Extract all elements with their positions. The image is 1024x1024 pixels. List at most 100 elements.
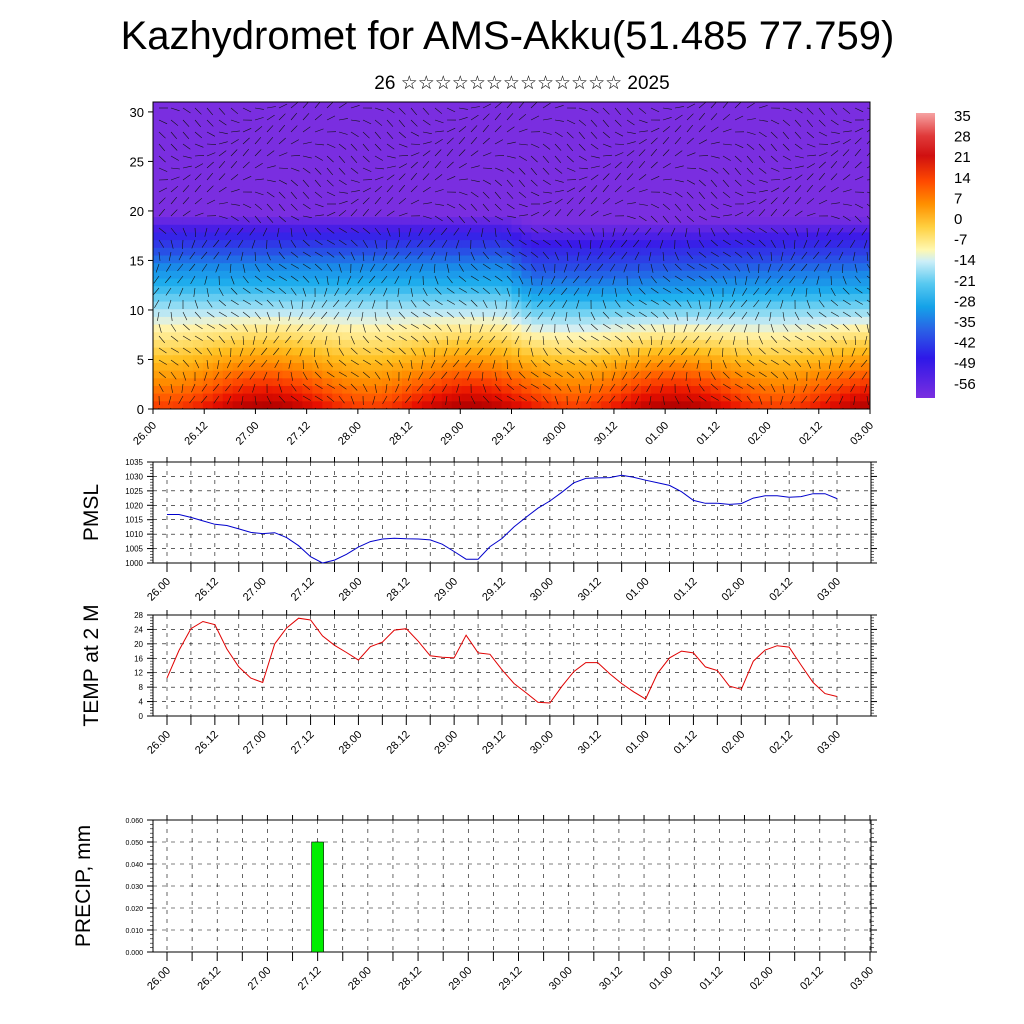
wind-barb — [362, 119, 372, 125]
heatmap-cell — [750, 209, 762, 218]
heatmap-cell — [581, 324, 592, 333]
wind-barb — [482, 113, 490, 121]
wind-barb — [394, 275, 400, 285]
heatmap-cell — [770, 194, 781, 203]
heatmap-cell — [571, 401, 582, 409]
heatmap-cell — [760, 401, 772, 409]
heatmap-cell — [382, 163, 393, 172]
heatmap-cell — [252, 140, 264, 149]
heatmap-cell — [770, 201, 781, 211]
heatmap-cell — [521, 393, 533, 402]
wind-barb — [686, 299, 692, 309]
heatmap-cell — [382, 117, 393, 126]
heatmap-cell — [332, 332, 343, 341]
heatmap-cell — [362, 347, 373, 356]
heatmap-cell — [860, 278, 870, 287]
wind-barb — [710, 395, 719, 401]
wind-barb — [182, 371, 187, 381]
wind-barb — [419, 263, 424, 273]
heatmap-cell — [481, 370, 493, 379]
heatmap-cell — [232, 140, 244, 149]
heatmap-cell — [511, 201, 523, 211]
heatmap-cell — [232, 224, 244, 234]
heatmap-cell — [551, 171, 562, 180]
wind-barb — [578, 209, 586, 217]
wind-barb — [350, 359, 359, 365]
wind-barb — [590, 197, 598, 205]
heatmap-cell — [172, 186, 184, 195]
heatmap-cell — [810, 324, 821, 333]
heatmap-cell — [232, 309, 244, 318]
heatmap-cell — [810, 148, 821, 157]
heatmap-cell — [780, 370, 791, 379]
wind-barb — [686, 113, 694, 121]
heatmap-cell — [312, 339, 323, 349]
wind-barb — [746, 227, 755, 233]
heatmap-cell — [790, 378, 801, 387]
heatmap-cell — [451, 332, 463, 341]
heatmap-cell — [312, 355, 323, 364]
heatmap-cell — [581, 117, 592, 126]
heatmap-cell — [162, 255, 174, 264]
wind-barb — [782, 383, 785, 393]
wind-barb — [338, 371, 347, 377]
heatmap-cell — [680, 109, 692, 118]
wind-barb — [230, 174, 239, 181]
heatmap-cell — [441, 385, 453, 395]
wind-barb — [830, 299, 839, 307]
heatmap-cell — [591, 186, 602, 195]
heatmap-cell — [750, 132, 762, 141]
wind-barb — [338, 200, 348, 205]
heatmap-cell — [272, 217, 284, 226]
wind-barb — [374, 371, 381, 380]
wind-barb — [518, 275, 524, 285]
wind-barb — [482, 251, 490, 260]
heatmap-cell — [830, 163, 841, 172]
wind-barb — [206, 199, 216, 205]
heatmap-cell — [700, 339, 712, 349]
wind-barb — [683, 323, 688, 333]
heatmap-cell — [850, 148, 861, 157]
wind-barb — [758, 359, 767, 365]
heatmap-cell — [700, 278, 712, 287]
heatmap-cell — [411, 186, 423, 195]
heatmap-cell — [621, 332, 632, 341]
heatmap-cell — [182, 125, 194, 134]
wind-barb — [230, 287, 238, 295]
heatmap-cell — [441, 324, 453, 333]
heatmap-cell — [232, 339, 244, 349]
wind-barb — [698, 112, 706, 121]
wind-barb — [698, 227, 701, 237]
wind-barb — [201, 263, 208, 272]
heatmap-cell — [302, 324, 313, 333]
heatmap-cell — [441, 155, 453, 164]
heatmap-cell — [710, 109, 722, 118]
wind-barb — [802, 275, 808, 285]
wind-barb — [422, 141, 432, 145]
heatmap-cell — [372, 186, 383, 195]
heatmap-cell — [840, 393, 851, 402]
heatmap-cell — [511, 132, 523, 141]
wind-barb — [398, 299, 403, 309]
wind-barb — [200, 251, 208, 260]
wind-barb — [374, 119, 383, 126]
wind-barb — [422, 347, 426, 357]
heatmap-cell — [292, 201, 303, 211]
wind-barb — [350, 347, 358, 355]
wind-barb — [530, 275, 533, 285]
heatmap-cell — [222, 132, 234, 141]
heatmap-cell — [740, 247, 752, 257]
heatmap-cell — [621, 155, 632, 164]
heatmap-cell — [611, 286, 622, 295]
wind-barb — [782, 155, 791, 161]
wind-barb — [446, 215, 454, 223]
wind-barb — [350, 251, 355, 261]
wind-barb — [698, 179, 706, 187]
heatmap-cell — [421, 240, 433, 249]
wind-barb — [277, 227, 280, 237]
x-tick-label: 26.00 — [145, 576, 173, 604]
heatmap-cell — [202, 102, 214, 111]
heatmap-cell — [392, 263, 403, 272]
heatmap-cell — [640, 355, 652, 364]
heatmap-cell — [611, 247, 622, 257]
